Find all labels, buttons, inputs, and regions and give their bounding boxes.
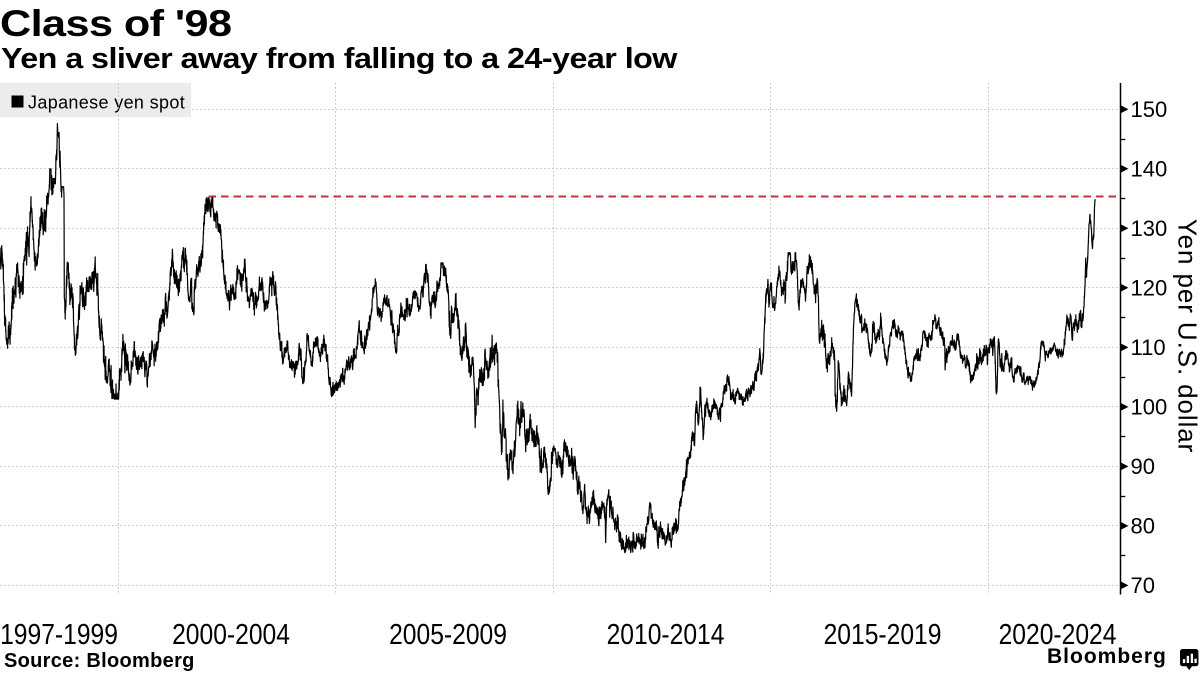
svg-text:Yen per U.S. dollar: Yen per U.S. dollar (1173, 219, 1200, 453)
svg-text:2015-2019: 2015-2019 (824, 618, 942, 650)
svg-text:Japanese yen spot: Japanese yen spot (28, 93, 185, 113)
svg-text:150: 150 (1131, 97, 1168, 122)
svg-text:2000-2004: 2000-2004 (172, 618, 290, 650)
svg-text:120: 120 (1131, 275, 1168, 300)
svg-text:70: 70 (1131, 573, 1155, 598)
svg-text:80: 80 (1131, 513, 1155, 538)
svg-text:110: 110 (1131, 335, 1166, 360)
svg-text:100: 100 (1131, 394, 1168, 419)
svg-text:130: 130 (1131, 216, 1168, 241)
svg-text:2020-2024: 2020-2024 (999, 618, 1117, 650)
svg-text:1997-1999: 1997-1999 (0, 618, 118, 650)
svg-text:140: 140 (1131, 156, 1168, 181)
svg-text:2005-2009: 2005-2009 (389, 618, 507, 650)
svg-text:2010-2014: 2010-2014 (607, 618, 725, 650)
svg-text:90: 90 (1131, 454, 1155, 479)
